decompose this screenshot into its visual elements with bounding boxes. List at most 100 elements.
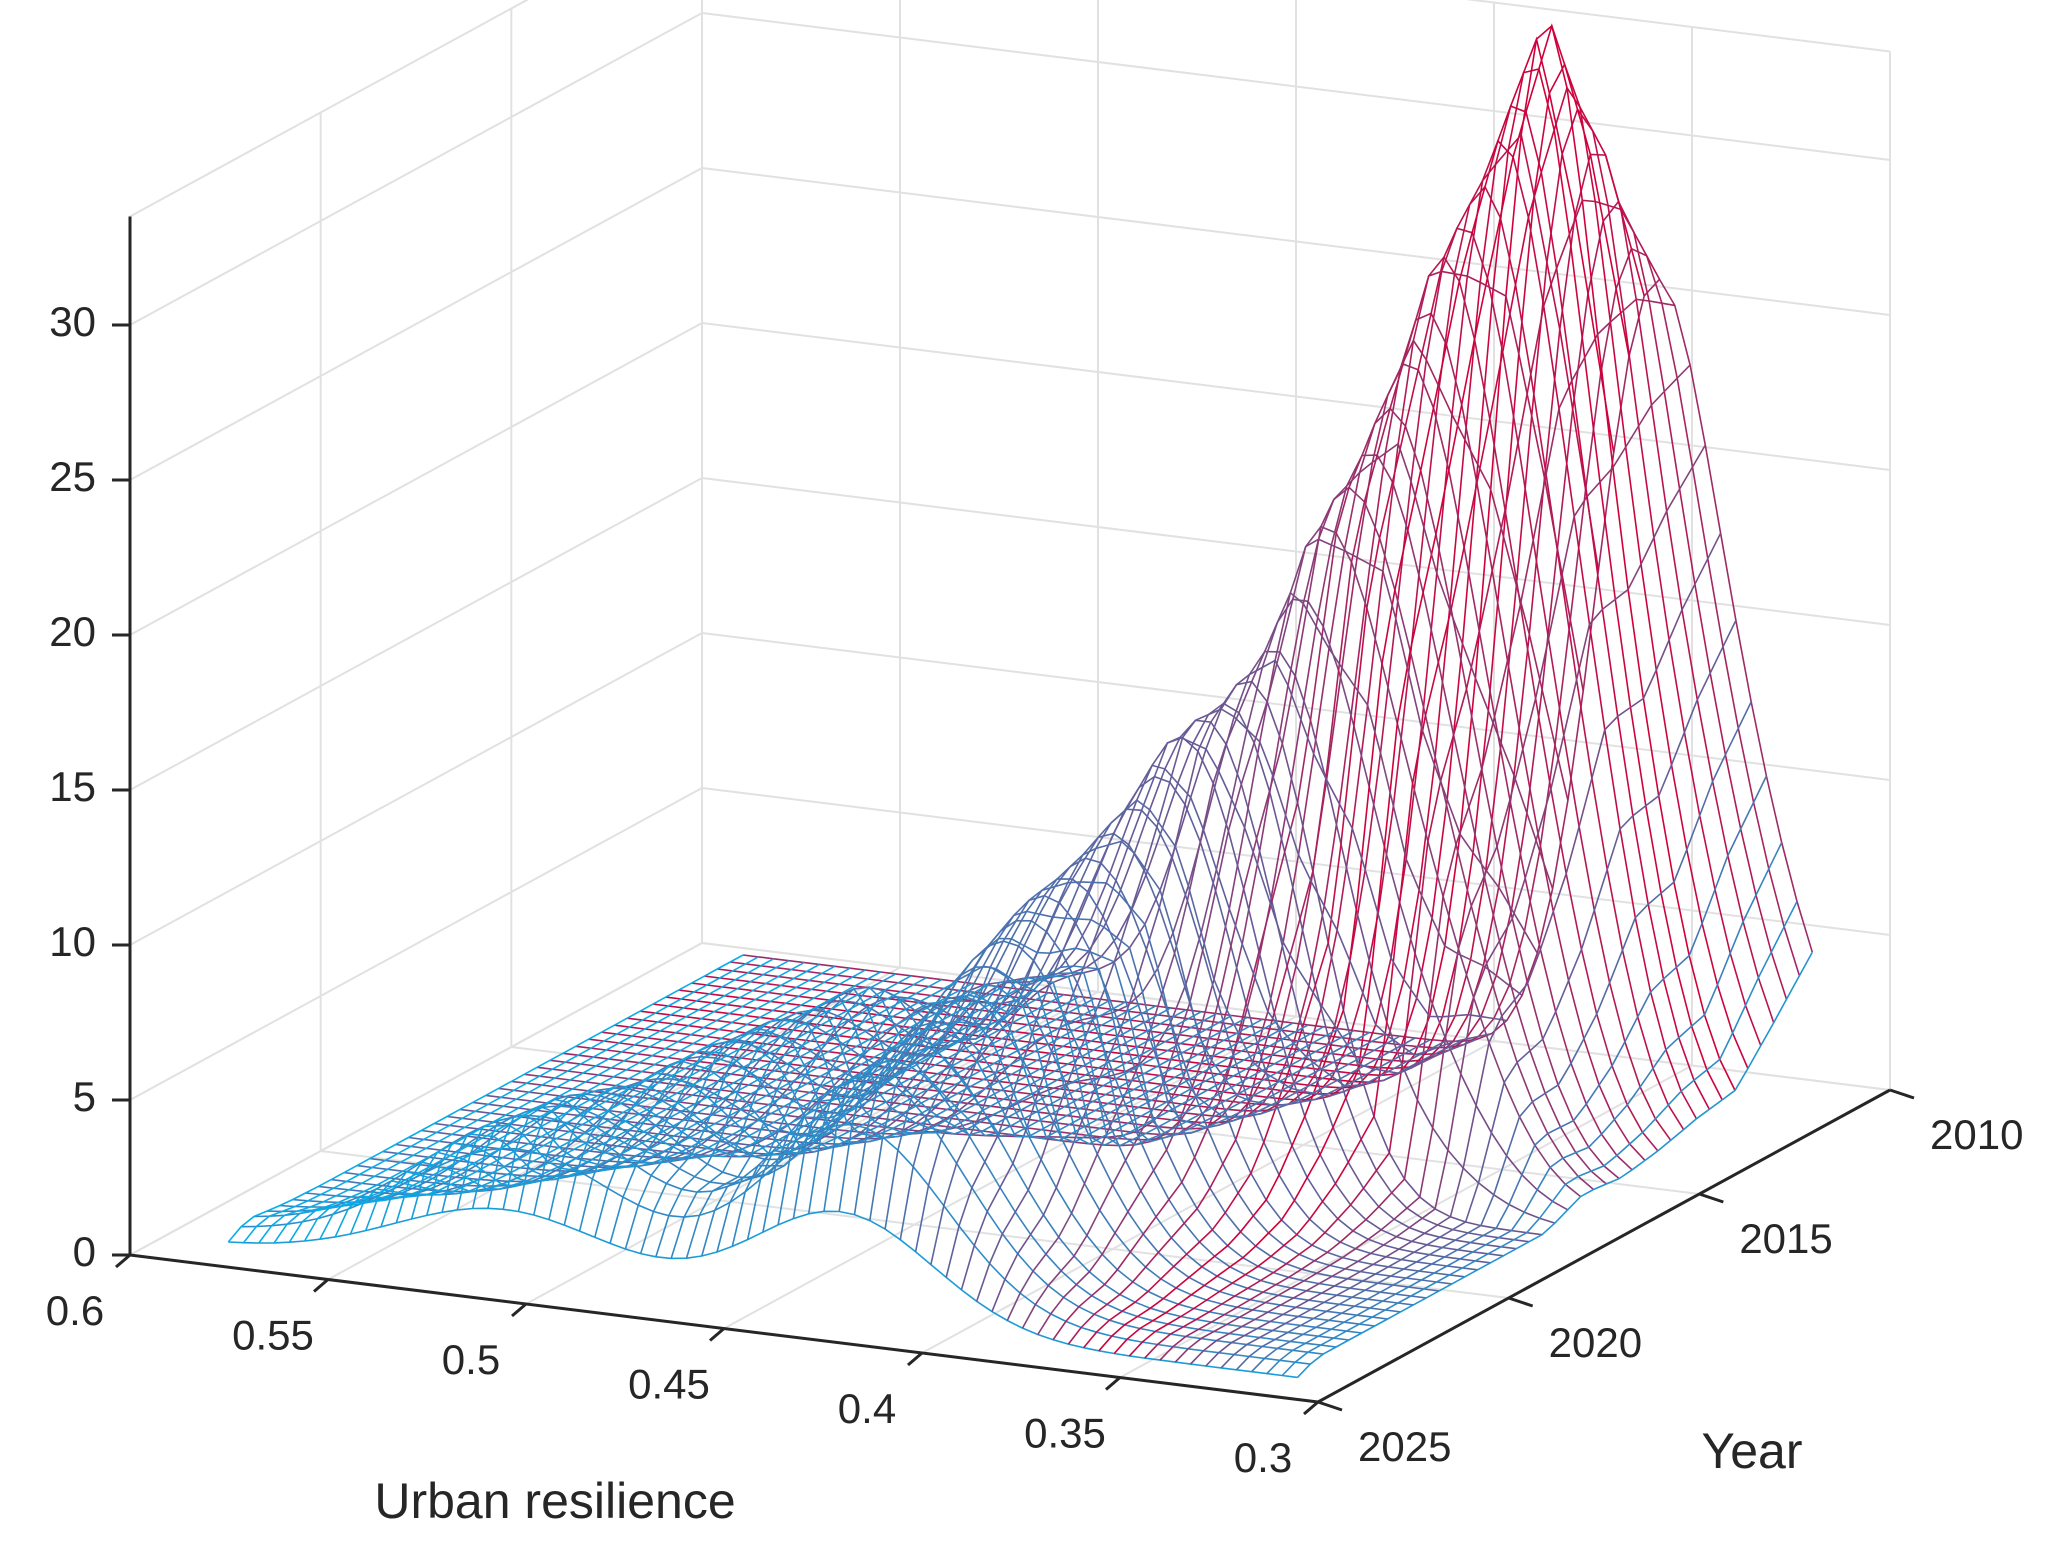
mesh-surface [227, 23, 1814, 1379]
mesh-column-line [853, 965, 1370, 1215]
mesh-row-line [704, 153, 1775, 1063]
axis-labels: Urban resilience Year [374, 1423, 1802, 1529]
x-tick-mark [1303, 1400, 1319, 1416]
back-wall-gridline-z-4 [701, 322, 1891, 471]
side-wall-gridline-z-2 [129, 632, 703, 946]
mesh-column-line [517, 990, 1034, 1212]
side-wall-gridline-z-1 [129, 787, 703, 1101]
x-tick-mark [907, 1351, 923, 1367]
mesh-row-line [678, 62, 1749, 1077]
x-axis-label: Urban resilience [374, 1473, 735, 1529]
floor-gridline-x-4 [921, 1040, 1495, 1354]
mesh-column-line [884, 910, 1401, 1230]
y-tick-label: 2010 [1930, 1111, 2023, 1158]
x-tick-label: 0.3 [1234, 1434, 1292, 1481]
mesh-column-line [471, 984, 988, 1209]
mesh-column-line [701, 986, 1217, 1257]
y-axis-label: Year [1701, 1423, 1802, 1479]
mesh-column-line [594, 999, 1110, 1238]
x-tick-mark [709, 1327, 725, 1342]
back-wall-gridline-z-5 [701, 167, 1891, 316]
mesh-column-line [685, 987, 1202, 1259]
mesh-column-line [1037, 442, 1554, 1335]
y-tick-mark [1889, 1088, 1915, 1100]
y-axis-line [1317, 1088, 1891, 1404]
mesh-column-line [364, 971, 881, 1231]
floor-gridline-y-0 [701, 942, 1891, 1091]
floor-gridline-x-5 [1119, 1064, 1693, 1379]
mesh-column-line [930, 799, 1447, 1265]
mesh-column-line [777, 983, 1294, 1226]
mesh-column-line [869, 937, 1385, 1221]
mesh-column-line [441, 980, 958, 1213]
box-top-edge-back [1465, 0, 1891, 53]
x-tick-mark [511, 1302, 527, 1318]
mesh-column-line [624, 1003, 1141, 1250]
mesh-column-line [1296, 951, 1814, 1378]
x-tick-label: 0.5 [442, 1336, 500, 1383]
x-tick-mark [1105, 1376, 1121, 1391]
mesh-column-line [1251, 775, 1768, 1373]
y-tick-mark [1698, 1192, 1724, 1204]
z-tick-label: 20 [49, 608, 96, 655]
mesh-column-line [1006, 591, 1523, 1321]
mesh-column-line [1052, 338, 1569, 1341]
mesh-column-line [1266, 842, 1783, 1375]
mesh-column-line [1189, 444, 1706, 1365]
x-tick-label: 0.6 [46, 1287, 104, 1334]
mesh-row-line [472, 680, 1543, 1236]
x-tick-label: 0.35 [1024, 1410, 1106, 1457]
back-wall-gridline-z-3 [701, 477, 1891, 626]
mesh-column-line [410, 976, 927, 1220]
mesh-column-line [563, 995, 1080, 1226]
x-tick-label: 0.4 [838, 1385, 896, 1432]
mesh-column-line [1205, 532, 1722, 1367]
mesh-column-line [838, 971, 1355, 1212]
mesh-column-line [1144, 199, 1661, 1359]
mesh-column-line [533, 992, 1049, 1216]
mesh-column-line [303, 963, 820, 1242]
floor-gridline-x-0 [129, 942, 703, 1256]
y-tick-label: 2020 [1549, 1319, 1642, 1366]
x-tick-mark [313, 1278, 329, 1293]
back-wall-gridline-z-1 [701, 787, 1891, 936]
mesh-column-line [1220, 620, 1737, 1369]
mesh-column-line [426, 978, 942, 1216]
z-tick-label: 0 [73, 1228, 96, 1275]
mesh-column-line [1235, 701, 1752, 1371]
z-tick-label: 30 [49, 298, 96, 345]
mesh-row-line [434, 736, 1504, 1257]
mesh-column-line [1021, 538, 1538, 1329]
mesh-column-line [334, 967, 851, 1238]
mesh-column-line [288, 961, 805, 1243]
side-wall-gridline-z-3 [129, 477, 703, 791]
side-wall-gridline-z-5 [129, 167, 703, 481]
axes: 0510152025300.60.550.50.450.40.350.32010… [46, 216, 2023, 1481]
mesh-column-line [380, 973, 897, 1228]
mesh-row-line [575, 312, 1646, 1161]
mesh-column-line [731, 997, 1248, 1247]
mesh-column-line [1174, 364, 1691, 1363]
mesh-column-line [639, 1005, 1156, 1254]
y-tick-mark [1508, 1296, 1534, 1308]
mesh-column-line [746, 1000, 1263, 1240]
mesh-column-line [1098, 36, 1615, 1352]
mesh-column-line [1128, 85, 1645, 1357]
y-tick-label: 2015 [1739, 1215, 1832, 1262]
mesh-column-line [273, 959, 790, 1244]
mesh-column-line [242, 956, 759, 1244]
mesh-row-line [640, 105, 1711, 1110]
y-tick-mark [1317, 1400, 1343, 1412]
mesh-column-line [1159, 298, 1675, 1361]
side-wall-gridline-z-4 [129, 322, 703, 636]
floor-gridline-x-3 [723, 1015, 1297, 1330]
mesh-column-line [227, 954, 744, 1243]
z-tick-label: 5 [73, 1073, 96, 1120]
mesh-column-line [319, 965, 836, 1240]
z-tick-label: 10 [49, 918, 96, 965]
mesh-column-line [487, 986, 1004, 1209]
x-tick-label: 0.55 [232, 1312, 314, 1359]
mesh-column-line [349, 969, 866, 1235]
mesh-row-line [228, 1207, 1298, 1379]
